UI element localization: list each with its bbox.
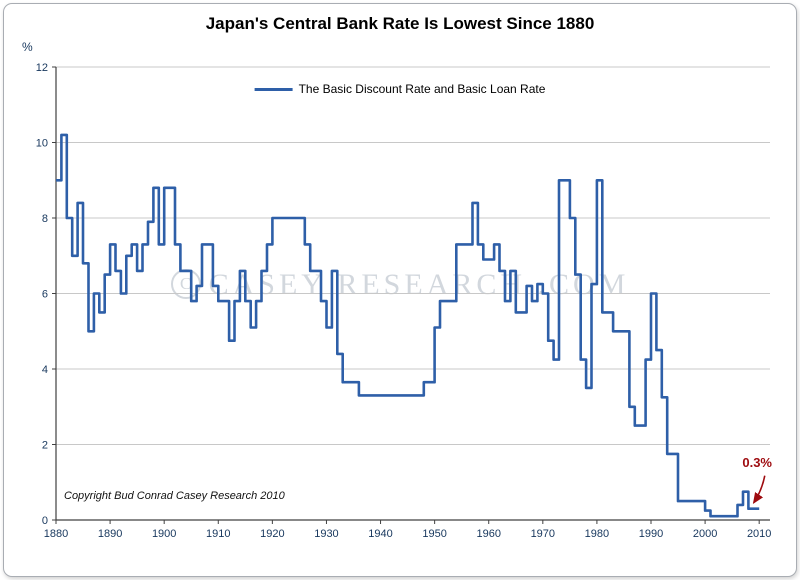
legend-label: The Basic Discount Rate and Basic Loan R… (298, 82, 546, 96)
x-tick-label: 1930 (314, 528, 338, 540)
y-tick-label: 2 (42, 440, 48, 452)
chart-card: Japan's Central Bank Rate Is Lowest Sinc… (3, 3, 797, 577)
y-tick-label: 8 (42, 213, 48, 225)
x-tick-label: 1950 (422, 528, 446, 540)
x-tick-label: 1980 (585, 528, 609, 540)
annotation-arrow (752, 475, 766, 505)
x-tick-label: 1920 (260, 528, 284, 540)
x-tick-label: 1990 (639, 528, 663, 540)
watermark-text: CASEY RESEARCH .COM (208, 268, 630, 301)
x-tick-label: 2010 (747, 528, 771, 540)
y-tick-label: 0 (42, 515, 48, 527)
x-tick-label: 1970 (531, 528, 555, 540)
chart-title: Japan's Central Bank Rate Is Lowest Sinc… (205, 14, 595, 33)
rate-line (56, 133, 760, 518)
copyright-text: Copyright Bud Conrad Casey Research 2010 (64, 490, 285, 502)
annotation-label: 0.3% (742, 455, 772, 470)
y-tick-label: 12 (36, 62, 48, 74)
axes (55, 67, 770, 521)
x-tick-label: 2000 (693, 528, 717, 540)
x-tick-label: 1960 (476, 528, 500, 540)
x-tick-label: 1880 (44, 528, 68, 540)
y-axis-unit-label: % (22, 40, 33, 54)
y-tick-label: 10 (36, 138, 48, 150)
chart-canvas: 0 2 4 6 8 10 12 1880 1890 1900 1910 1920 1930 1940 195… (36, 62, 772, 540)
y-tick-label: 4 (42, 364, 48, 376)
x-tick-label: 1900 (152, 528, 176, 540)
y-tick-label: 6 (42, 289, 48, 301)
x-tick-label: 1890 (98, 528, 122, 540)
legend-line-swatch (254, 87, 293, 91)
x-tick-label: 1910 (206, 528, 230, 540)
legend: The Basic Discount Rate and Basic Loan R… (254, 82, 546, 96)
watermark: C CASEY RESEARCH .COM (4, 268, 796, 302)
x-tick-label: 1940 (368, 528, 392, 540)
